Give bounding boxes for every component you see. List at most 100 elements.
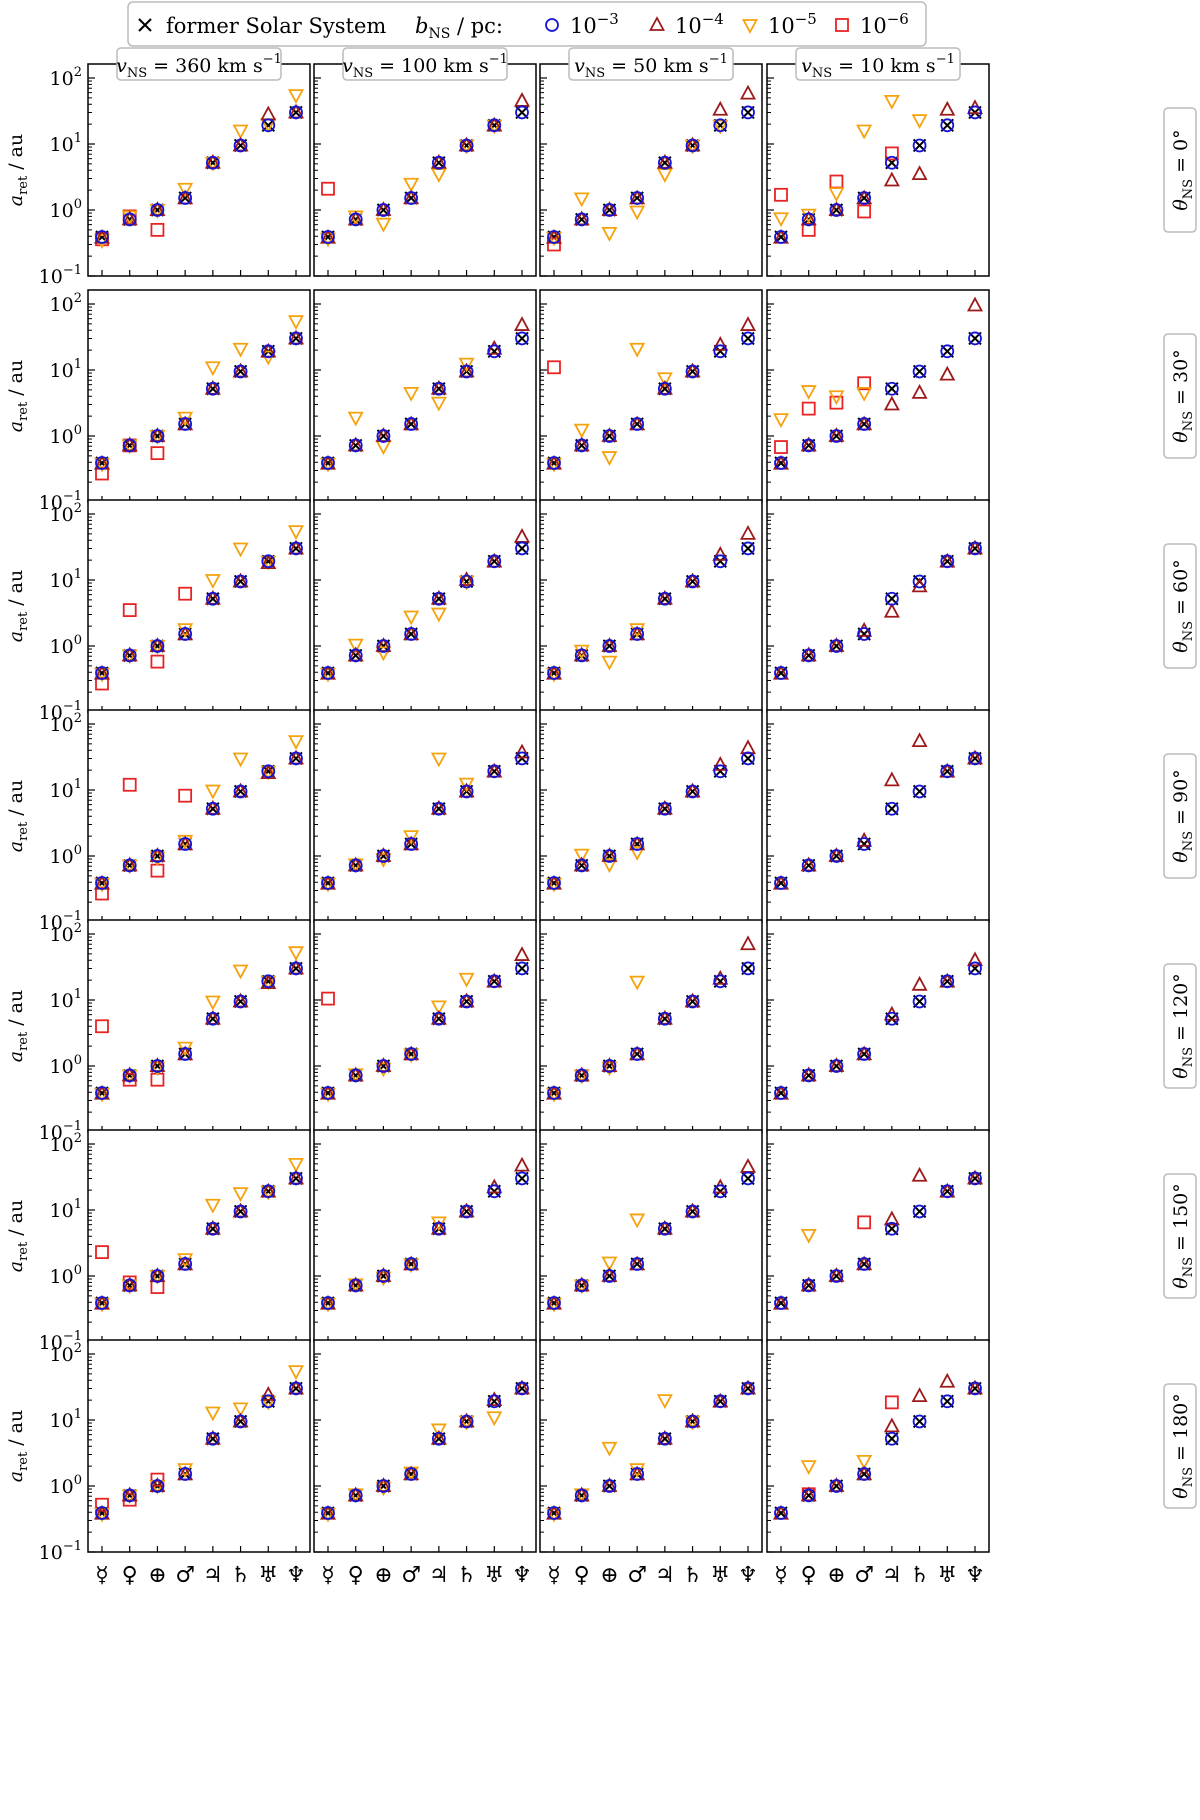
- y-tick-base: 10: [50, 636, 74, 658]
- point-b1e-4: [204, 379, 221, 395]
- y-tick-label: 100: [50, 1053, 82, 1078]
- point-b1e-3: [487, 1394, 502, 1409]
- point-b1e-5: [121, 439, 138, 455]
- y-tick-base: 10: [39, 1122, 63, 1144]
- point-b1e-5: [287, 735, 305, 751]
- legend-entry-exp: −4: [702, 10, 724, 28]
- point-b1e-3: [713, 974, 728, 989]
- point-b1e-4: [883, 171, 900, 187]
- y-tick-label: 101: [50, 777, 82, 802]
- y-tick-label: 101: [50, 987, 82, 1012]
- point-b1e-4: [232, 992, 249, 1008]
- point-b1e-5: [177, 182, 194, 198]
- point-b1e-4: [911, 975, 928, 991]
- x-tick-label: ♃: [882, 1563, 902, 1588]
- point-b1e-3: [602, 429, 617, 443]
- y-tick-base: 10: [39, 912, 63, 934]
- point-b1e-3: [829, 203, 844, 217]
- panel-frame: [313, 63, 537, 277]
- panel: [766, 63, 990, 277]
- panel-frame: [87, 499, 311, 713]
- point-b1e-4: [939, 100, 956, 116]
- point-b1e-3: [376, 849, 391, 863]
- y-tick-base: 10: [50, 780, 74, 802]
- column-header-exp: −1: [263, 52, 282, 67]
- point-b1e-6: [150, 446, 165, 461]
- point-b1e-3: [630, 417, 645, 431]
- point-b1e-4: [684, 362, 701, 378]
- point-b1e-3: [459, 994, 474, 1009]
- x-tick-label: ♆: [286, 1563, 306, 1588]
- point-b1e-6: [774, 187, 788, 202]
- panel: [313, 919, 537, 1133]
- y-axis-sub: ret: [16, 1451, 31, 1471]
- point-b1e-4: [486, 1391, 503, 1407]
- point-b1e-3: [774, 456, 788, 470]
- point-b1e-3: [178, 627, 193, 641]
- panel: [766, 1129, 990, 1343]
- point-b1e-3: [459, 784, 474, 799]
- point-b1e-3: [515, 961, 529, 976]
- point-b1e-3: [261, 118, 276, 133]
- y-axis-label: aret / au: [5, 134, 31, 207]
- x-tick-label: ♀: [574, 1563, 590, 1588]
- point-b1e-4: [684, 992, 701, 1008]
- point-b1e-4: [287, 1169, 305, 1185]
- point-b1e-5: [149, 1061, 166, 1077]
- point-b1e-3: [857, 627, 872, 641]
- y-tick-base: 10: [50, 426, 74, 448]
- point-b1e-3: [233, 574, 248, 589]
- point-b1e-4: [656, 379, 673, 395]
- point-b1e-3: [178, 417, 193, 431]
- row-header-rest: = 180°: [1170, 1393, 1192, 1467]
- x-tick-label: ♆: [965, 1563, 985, 1588]
- point-b1e-5: [545, 1507, 563, 1523]
- point-b1e-4: [656, 589, 673, 605]
- point-b1e-3: [912, 784, 927, 799]
- legend-former-label: former Solar System: [166, 14, 386, 38]
- point-b1e-4: [121, 210, 138, 226]
- y-tick-base: 10: [50, 1476, 74, 1498]
- point-b1e-5: [149, 1480, 166, 1495]
- row-header-rest: = 150°: [1170, 1183, 1192, 1257]
- point-b1e-3: [774, 1506, 788, 1520]
- point-b1e-3: [205, 591, 220, 606]
- row-header-sub: NS: [1181, 1047, 1196, 1067]
- point-b1e-3: [404, 837, 419, 851]
- point-b1e-3: [547, 1506, 561, 1520]
- point-b1e-4: [656, 799, 673, 815]
- point-b1e-4: [121, 1276, 138, 1292]
- point-b1e-5: [232, 542, 249, 558]
- row-header-rest: = 0°: [1170, 129, 1192, 179]
- point-b1e-3: [205, 1431, 220, 1446]
- point-b1e-6: [829, 395, 844, 410]
- point-b1e-6: [95, 1497, 109, 1512]
- point-b1e-4: [121, 1066, 138, 1082]
- point-b1e-3: [630, 191, 645, 205]
- point-b1e-3: [289, 751, 303, 766]
- point-b1e-3: [261, 974, 276, 989]
- y-tick-exp: 1: [74, 777, 82, 792]
- point-b1e-5: [458, 1415, 475, 1431]
- point-b1e-3: [150, 1479, 165, 1493]
- legend-entry-label: 10−6: [860, 10, 909, 38]
- point-b1e-6: [857, 376, 872, 391]
- x-tick-label: ♅: [710, 1563, 730, 1588]
- point-b1e-3: [348, 1488, 363, 1503]
- x-tick-label: ⊕: [374, 1563, 392, 1588]
- point-b1e-4: [739, 935, 757, 951]
- point-b1e-4: [513, 743, 531, 759]
- point-b1e-5: [93, 457, 111, 473]
- point-b1e-3: [940, 974, 955, 989]
- point-b1e-4: [966, 1169, 984, 1185]
- point-b1e-4: [513, 316, 531, 331]
- point-b1e-5: [629, 975, 646, 991]
- point-b1e-3: [574, 1278, 589, 1293]
- point-b1e-5: [800, 1460, 817, 1476]
- row-header-label: θNS = 30°: [1170, 349, 1196, 442]
- row-header-label: θNS = 60°: [1170, 559, 1196, 652]
- point-b1e-3: [178, 1257, 193, 1271]
- row-header-var: θ: [1170, 1067, 1192, 1079]
- point-b1e-3: [630, 1467, 645, 1481]
